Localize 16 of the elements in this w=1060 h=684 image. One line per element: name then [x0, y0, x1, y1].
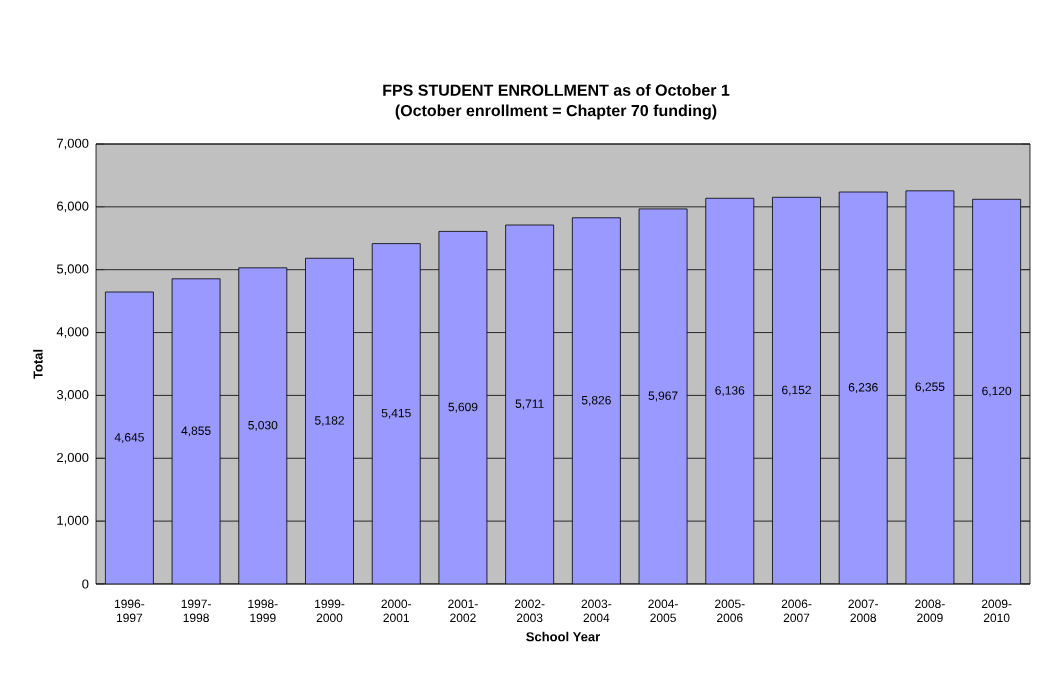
bar [104, 291, 154, 584]
bar [371, 243, 421, 584]
bar [972, 198, 1022, 584]
bar [571, 217, 621, 584]
bar [772, 196, 821, 584]
bar [305, 257, 354, 584]
bar [705, 197, 755, 584]
bar [171, 278, 221, 584]
bar [238, 267, 288, 584]
chart-subtitle: (October enrollment = Chapter 70 funding) [395, 104, 717, 120]
bar [838, 191, 888, 584]
chart-title: FPS STUDENT ENROLLMENT as of October 1 [383, 84, 730, 96]
bar [905, 190, 955, 584]
bar [505, 224, 555, 584]
bar [638, 208, 688, 584]
bar [438, 231, 488, 584]
